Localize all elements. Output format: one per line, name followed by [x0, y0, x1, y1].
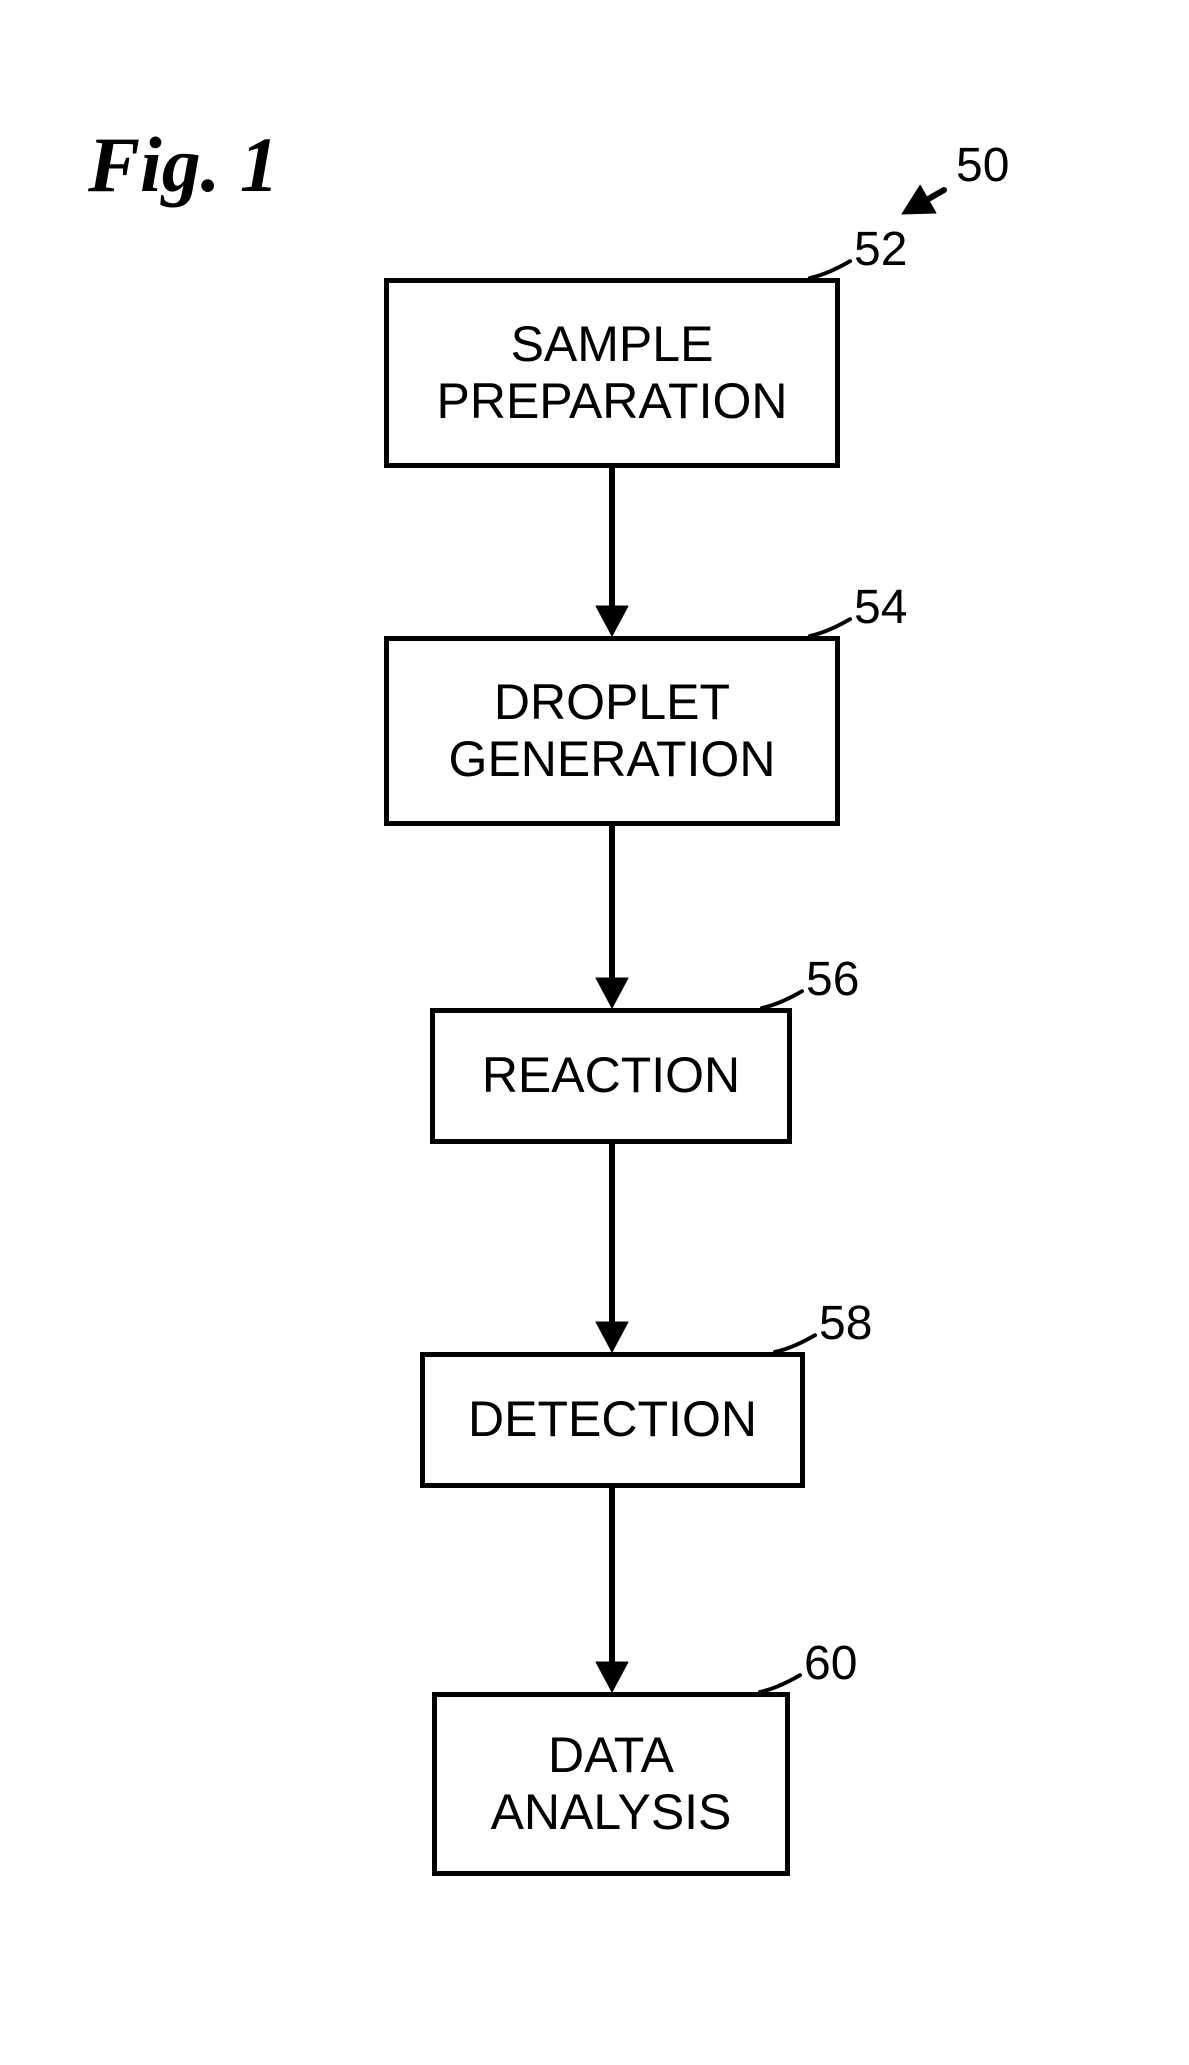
box-data-analysis-label: DATA ANALYSIS — [491, 1727, 732, 1842]
box-data-analysis: DATA ANALYSIS — [432, 1692, 790, 1876]
ref-reaction: 56 — [806, 952, 859, 1007]
box-reaction-label: REACTION — [482, 1047, 740, 1105]
box-reaction: REACTION — [430, 1008, 792, 1144]
figure-title: Fig. 1 — [88, 120, 279, 210]
ref-sample-prep: 52 — [854, 222, 907, 277]
box-sample-prep: SAMPLE PREPARATION — [384, 278, 840, 468]
ref-data-analysis: 60 — [804, 1636, 857, 1691]
ref-detection: 58 — [819, 1296, 872, 1351]
box-droplet-gen: DROPLET GENERATION — [384, 636, 840, 826]
box-detection-label: DETECTION — [468, 1391, 757, 1449]
box-sample-prep-label: SAMPLE PREPARATION — [437, 316, 788, 431]
ref-droplet-gen: 54 — [854, 580, 907, 635]
box-detection: DETECTION — [420, 1352, 805, 1488]
overall-ref-label: 50 — [956, 138, 1009, 193]
box-droplet-gen-label: DROPLET GENERATION — [449, 674, 776, 789]
